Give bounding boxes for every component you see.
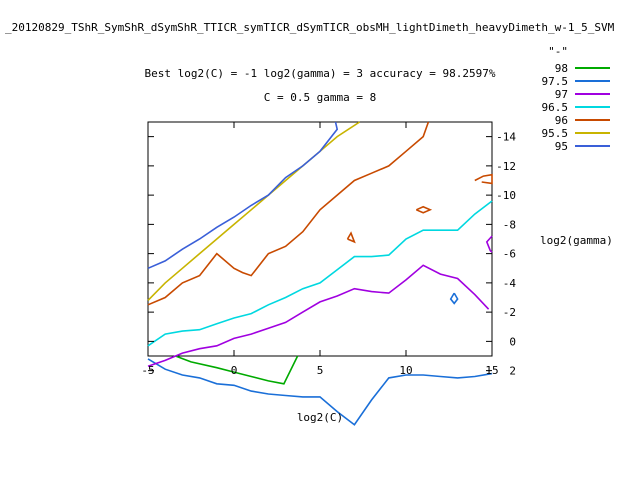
contour-line-97-5	[449, 292, 459, 305]
legend-label: 97	[555, 88, 568, 101]
x-tick-label: 0	[231, 364, 238, 377]
legend-header: "-"	[548, 45, 568, 58]
axis-ticks: -5 0 5 10 15 20-2-4-6-8-10-12-14	[141, 122, 516, 378]
contour-line-96	[346, 231, 356, 244]
y-tick-label: 2	[509, 365, 516, 378]
legend-label: 98	[555, 62, 568, 75]
y-tick-label: -4	[503, 277, 517, 290]
legend-label: 95	[555, 140, 568, 153]
contour-line-97-5	[147, 358, 493, 426]
chart-subtitle-best: Best log2(C) = -1 log2(gamma) = 3 accura…	[145, 67, 496, 80]
chart-title: _20120829_TShR_SymShR_dSymShR_TTICR_symT…	[5, 21, 615, 34]
y-tick-label: -8	[503, 218, 516, 231]
contour-line-95-5	[147, 121, 361, 301]
contour-line-98	[175, 355, 299, 385]
legend-label: 96	[555, 114, 568, 127]
contour-line-96-5	[147, 200, 493, 347]
x-tick-label: 5	[317, 364, 324, 377]
x-axis-label: log2(C)	[297, 411, 343, 424]
contour-line-96	[415, 205, 433, 214]
y-tick-label: 0	[509, 335, 516, 348]
contour-line-97	[147, 264, 490, 367]
legend-label: 95.5	[542, 127, 569, 140]
y-axis-label: log2(gamma)	[540, 234, 613, 247]
y-tick-label: -14	[496, 131, 516, 144]
contour-line-97	[485, 235, 493, 253]
y-tick-label: -12	[496, 160, 516, 173]
contour-line-95	[147, 121, 339, 270]
x-tick-label: 10	[399, 364, 412, 377]
legend-label: 96.5	[542, 101, 569, 114]
y-tick-label: -2	[503, 306, 516, 319]
contour-lines	[147, 121, 493, 426]
chart-subtitle-params: C = 0.5 gamma = 8	[264, 91, 377, 104]
legend-label: 97.5	[542, 75, 569, 88]
y-tick-label: -10	[496, 189, 516, 202]
y-tick-label: -6	[503, 248, 516, 261]
contour-line-96	[147, 121, 430, 306]
contour-line-96	[474, 173, 493, 185]
